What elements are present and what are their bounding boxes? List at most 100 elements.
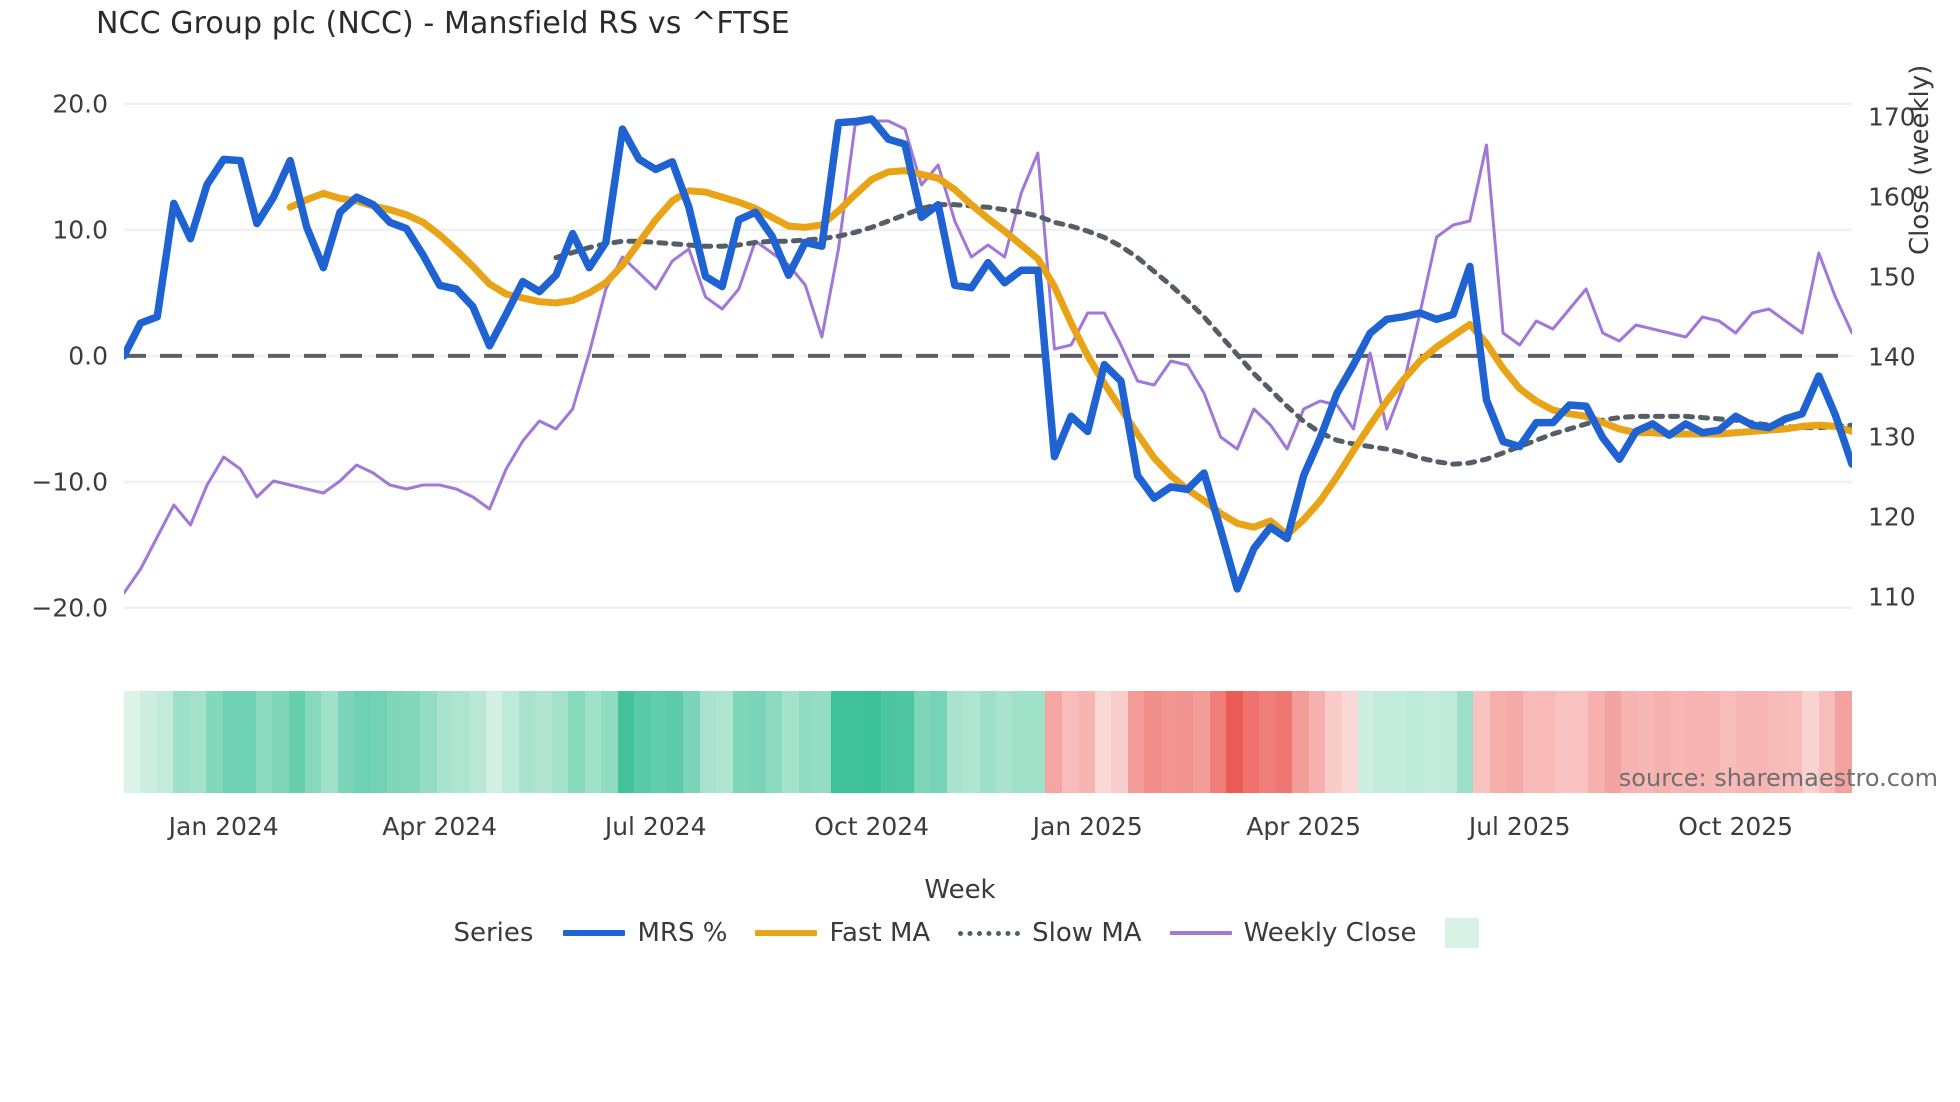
regime-heatmap-strip <box>124 691 1852 793</box>
heatmap-cell <box>1818 691 1836 793</box>
heatmap-cell <box>403 691 421 793</box>
heatmap-cell <box>1456 691 1474 793</box>
heatmap-cell <box>1028 691 1046 793</box>
heatmap-cell <box>239 691 256 793</box>
legend-entry-label: Fast MA <box>829 918 931 948</box>
heatmap-cell <box>469 691 486 793</box>
plot-area <box>124 85 1852 633</box>
x-tick-1: Apr 2024 <box>382 812 498 841</box>
heatmap-cell <box>1045 691 1062 793</box>
y-tick-right-5: 120 <box>1868 502 1916 532</box>
heatmap-cell <box>1012 691 1029 793</box>
legend-entry-label: Slow MA <box>1032 918 1142 948</box>
series-line-weekly-close <box>124 119 1852 595</box>
legend-swatch-patch-icon <box>1444 918 1479 948</box>
heatmap-cell <box>617 691 635 793</box>
heatmap-cell <box>1325 691 1342 793</box>
heatmap-cell <box>1160 691 1177 793</box>
heatmap-cell <box>222 691 240 793</box>
heatmap-cell <box>1736 691 1753 793</box>
heatmap-cell <box>255 691 273 793</box>
heatmap-cell <box>1226 691 1243 793</box>
heatmap-cell <box>1061 691 1079 793</box>
heatmap-cell <box>173 691 190 793</box>
heatmap-cell <box>864 691 881 793</box>
x-tick-5: Apr 2025 <box>1246 812 1362 841</box>
heatmap-cell <box>913 691 931 793</box>
heatmap-cell <box>683 691 700 793</box>
heatmap-cell <box>140 691 157 793</box>
heatmap-cell <box>782 691 799 793</box>
heatmap-cell <box>831 691 848 793</box>
heatmap-cell <box>1604 691 1622 793</box>
heatmap-cell <box>1571 691 1589 793</box>
heatmap-cell <box>1555 691 1572 793</box>
heatmap-cell <box>1242 691 1260 793</box>
plot-svg <box>124 102 1852 610</box>
heatmap-cell <box>601 691 618 793</box>
heatmap-cell <box>1473 691 1490 793</box>
heatmap-cell <box>1259 691 1276 793</box>
heatmap-cell <box>1127 691 1145 793</box>
legend-entry-label: Weekly Close <box>1243 918 1417 948</box>
heatmap-cell <box>1687 691 1704 793</box>
legend-entry[interactable]: Slow MA <box>958 918 1142 948</box>
heatmap-cell <box>815 691 832 793</box>
source-watermark: source: sharemaestro.com <box>1618 764 1938 792</box>
y-axis-right-title: Close (weekly) <box>1905 64 1935 255</box>
heatmap-cell <box>1440 691 1457 793</box>
page-title: NCC Group plc (NCC) - Mansfield RS vs ^F… <box>96 6 790 41</box>
legend-title: Series <box>453 918 534 948</box>
heatmap-cell <box>568 691 585 793</box>
heatmap-cell <box>1769 691 1786 793</box>
heatmap-cell <box>1078 691 1095 793</box>
heatmap-cell <box>1835 691 1852 793</box>
heatmap-cell <box>502 691 519 793</box>
x-tick-3: Oct 2024 <box>814 812 930 841</box>
y-tick-right-1: 160 <box>1868 182 1916 212</box>
heatmap-cell <box>996 691 1013 793</box>
heatmap-cell <box>551 691 569 793</box>
legend-entry[interactable]: MRS % <box>563 918 727 948</box>
heatmap-cell <box>930 691 947 793</box>
heatmap-cell <box>535 691 552 793</box>
heatmap-cell <box>584 691 602 793</box>
heatmap-cell <box>1292 691 1309 793</box>
heatmap-cell <box>1341 691 1358 793</box>
x-tick-7: Oct 2025 <box>1678 812 1794 841</box>
x-tick-2: Jul 2024 <box>604 812 707 841</box>
x-tick-4: Jan 2025 <box>1032 812 1143 841</box>
heatmap-cell <box>1588 691 1605 793</box>
heatmap-cell <box>420 691 437 793</box>
legend-entry[interactable]: Weekly Close <box>1169 918 1417 948</box>
heatmap-cell <box>124 691 141 793</box>
heatmap-cell <box>1703 691 1720 793</box>
heatmap-cell <box>1785 691 1803 793</box>
heatmap-cell <box>387 691 404 793</box>
y-tick-right-2: 150 <box>1868 262 1916 292</box>
heatmap-cell <box>847 691 865 793</box>
legend-entry[interactable] <box>1444 918 1479 948</box>
heatmap-cell <box>798 691 816 793</box>
heatmap-cell <box>650 691 667 793</box>
heatmap-cell <box>1670 691 1688 793</box>
legend-swatch-line-icon <box>755 930 818 936</box>
heatmap-cell <box>321 691 338 793</box>
heatmap-cell <box>1390 691 1408 793</box>
y-tick-left-3: −10.0 <box>31 467 108 497</box>
heatmap-cell <box>436 691 454 793</box>
heatmap-cell <box>1802 691 1819 793</box>
heatmap-cell <box>1538 691 1556 793</box>
heatmap-cell <box>272 691 289 793</box>
legend-entry[interactable]: Fast MA <box>755 918 930 948</box>
heatmap-cell <box>189 691 207 793</box>
heatmap-cell <box>337 691 355 793</box>
heatmap-cell <box>1177 691 1194 793</box>
y-tick-left-1: 10.0 <box>52 215 108 245</box>
heatmap-cell <box>897 691 914 793</box>
heatmap-cell <box>1193 691 1210 793</box>
heatmap-cell <box>699 691 717 793</box>
y-tick-right-6: 110 <box>1868 582 1916 612</box>
heatmap-cell <box>732 691 750 793</box>
heatmap-cell <box>485 691 503 793</box>
